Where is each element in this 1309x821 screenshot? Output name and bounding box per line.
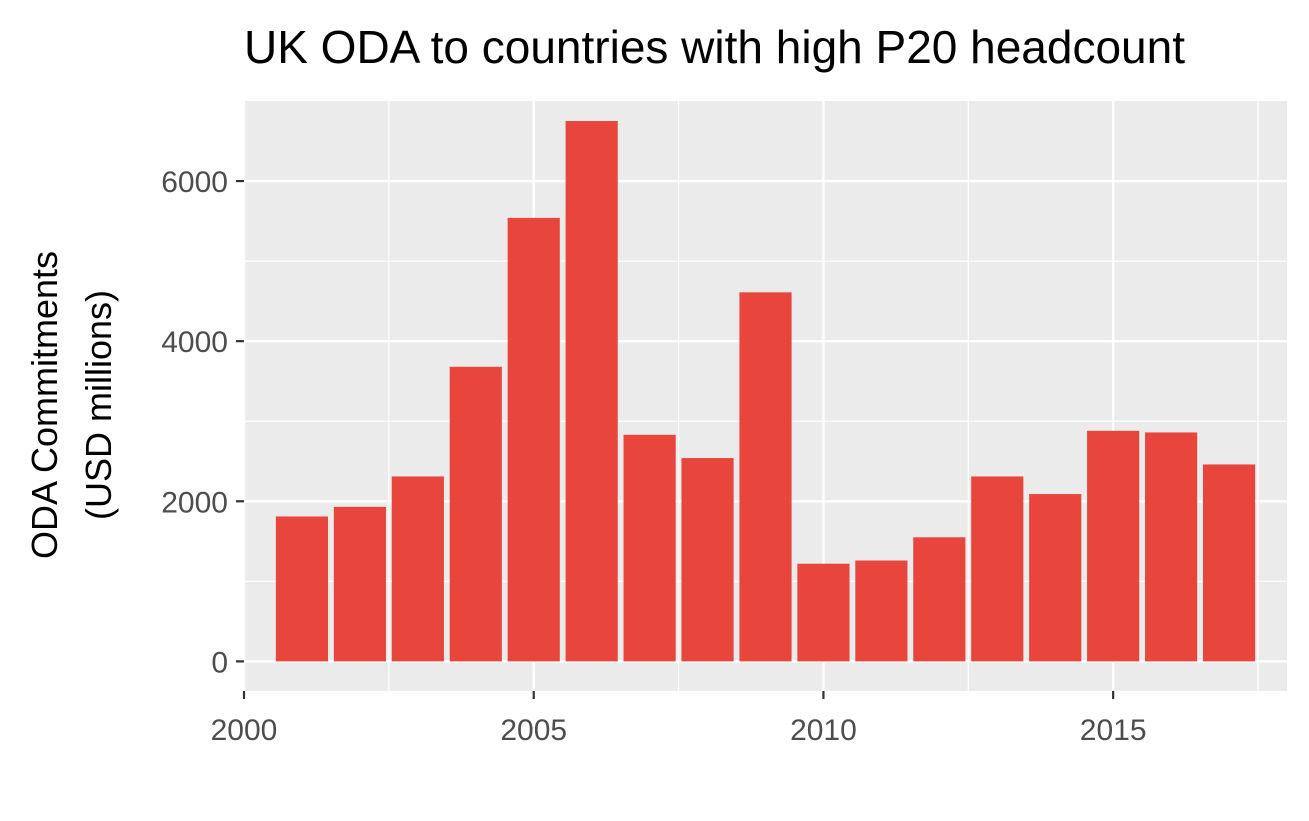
bars [275,121,1256,662]
bar-2015 [1087,430,1140,662]
bar-2012 [913,537,966,662]
x-tick-label: 2010 [790,714,857,747]
bar-2005 [507,217,560,662]
y-tick-label: 2000 [161,486,228,519]
y-tick-label: 0 [211,646,228,679]
bar-2013 [971,476,1024,662]
bar-2008 [681,458,734,662]
bar-2003 [391,476,444,662]
bar-2002 [333,506,386,662]
bar-2014 [1029,494,1082,662]
x-tick-label: 2015 [1080,714,1147,747]
bar-2011 [855,560,908,662]
bar-2001 [275,516,329,662]
bar-2016 [1145,432,1198,662]
axes: 0 2000 4000 6000 2000 2005 2010 2015 [161,166,1146,747]
bar-2009 [739,292,792,662]
bar-2004 [449,366,502,662]
y-axis-title-line-2: (USD millions) [78,290,119,520]
y-tick-label: 4000 [161,326,228,359]
bar-2017 [1202,464,1256,662]
y-axis-title-line-1: ODA Commitments [24,251,65,559]
y-tick-label: 6000 [161,166,228,199]
x-tick-label: 2005 [500,714,567,747]
x-tick-label: 2000 [211,714,278,747]
bar-2010 [797,563,850,662]
bar-2006 [565,121,618,662]
chart-title: UK ODA to countries with high P20 headco… [244,21,1185,73]
bar-2007 [623,434,676,662]
